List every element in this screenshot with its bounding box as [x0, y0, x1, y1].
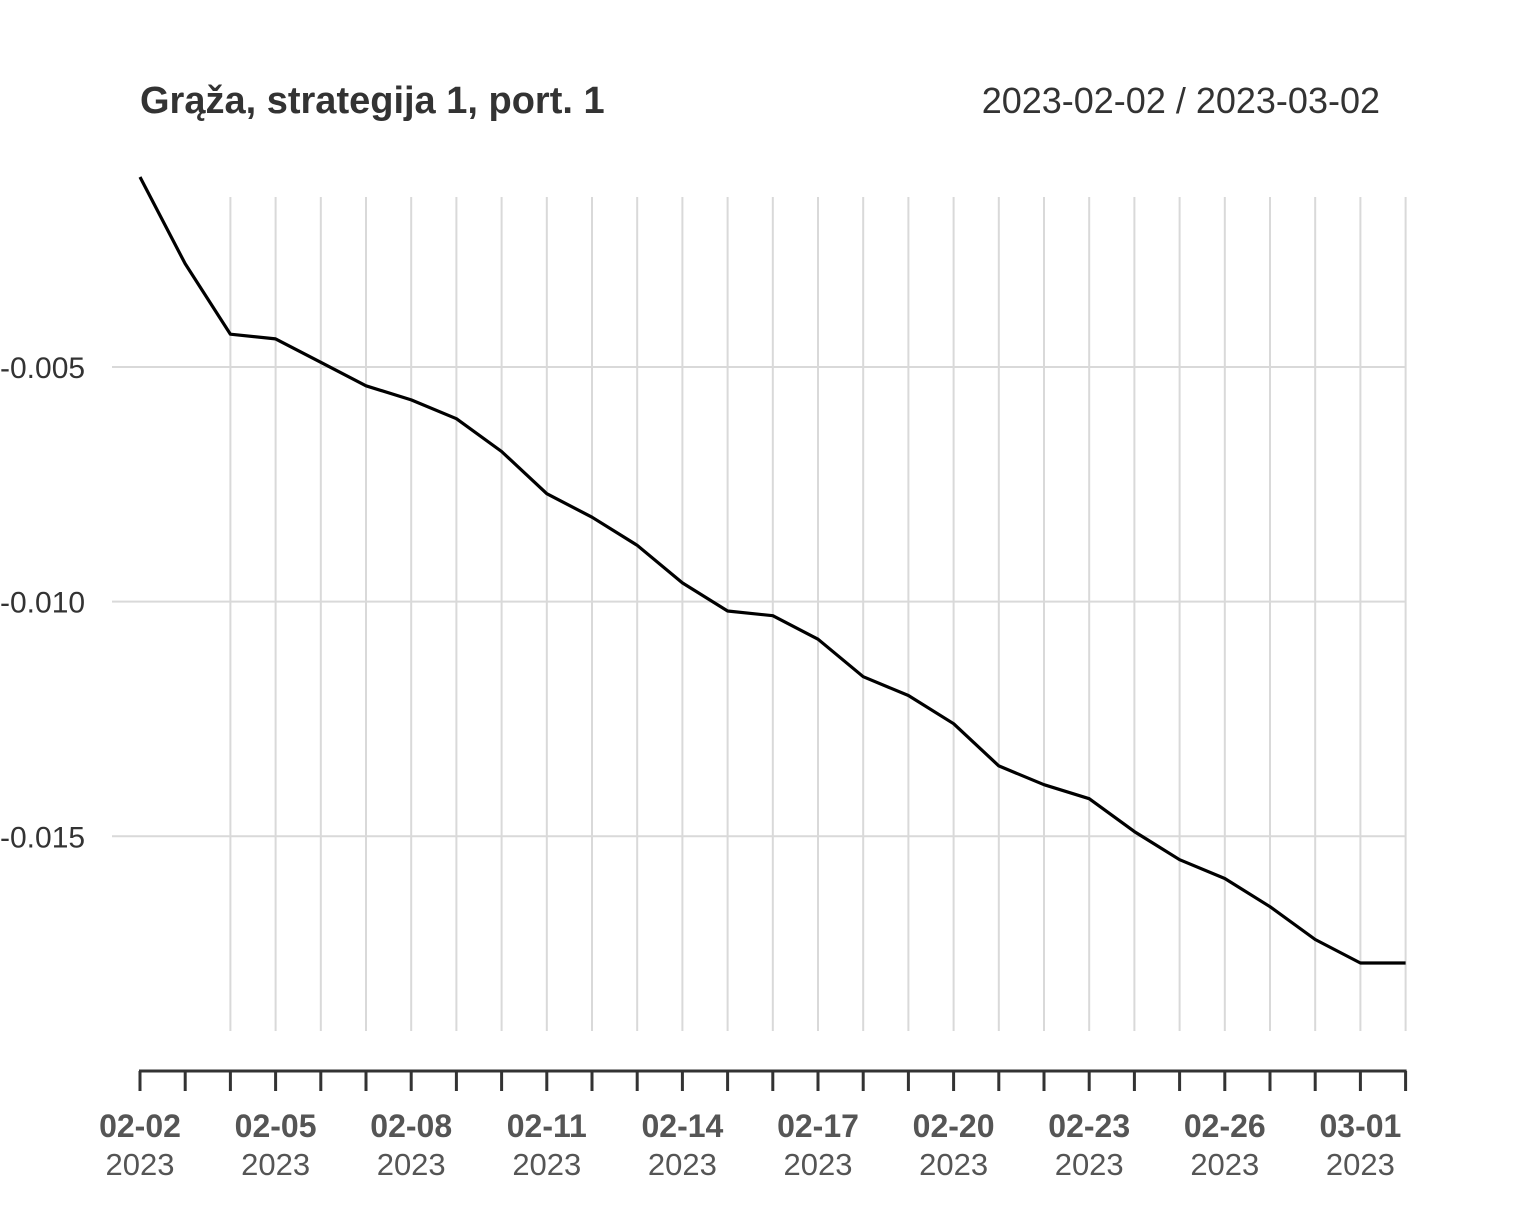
y-tick-label: -0.005: [0, 352, 85, 385]
y-axis-labels: -0.005 -0.010 -0.015: [0, 352, 85, 854]
x-tick-label-year: 2023: [1190, 1147, 1259, 1182]
x-axis-labels: 02-02202302-05202302-08202302-11202302-1…: [99, 1108, 1401, 1182]
x-tick-label-date: 02-11: [507, 1108, 587, 1144]
vertical-gridlines: [229, 197, 1407, 1031]
x-tick-label-year: 2023: [1326, 1147, 1395, 1182]
horizontal-gridlines: [112, 366, 1406, 838]
x-tick-label-date: 02-17: [777, 1108, 859, 1144]
date-range-label: 2023-02-02 / 2023-03-02: [981, 80, 1380, 121]
y-tick-label: -0.010: [0, 587, 85, 620]
x-tick-label-year: 2023: [648, 1147, 717, 1182]
x-tick-label-year: 2023: [1055, 1147, 1124, 1182]
x-tick-label-date: 02-14: [641, 1108, 723, 1144]
x-tick-label-date: 02-26: [1184, 1108, 1266, 1144]
x-tick-label-year: 2023: [241, 1147, 310, 1182]
x-axis-ticks: [138, 1071, 1408, 1091]
x-tick-label-date: 02-02: [99, 1108, 181, 1144]
x-tick-label-date: 02-20: [913, 1108, 995, 1144]
x-tick-label-year: 2023: [377, 1147, 446, 1182]
x-tick-label-year: 2023: [106, 1147, 175, 1182]
x-tick-label-year: 2023: [919, 1147, 988, 1182]
chart-title: Grąža, strategija 1, port. 1: [140, 80, 605, 122]
y-tick-label: -0.015: [0, 821, 85, 854]
x-tick-label-year: 2023: [512, 1147, 581, 1182]
x-tick-label-year: 2023: [784, 1147, 853, 1182]
x-tick-label-date: 02-08: [370, 1108, 452, 1144]
x-tick-label-date: 02-05: [235, 1108, 317, 1144]
x-tick-label-date: 02-23: [1048, 1108, 1130, 1144]
x-tick-label-date: 03-01: [1319, 1108, 1401, 1144]
series-line: [138, 176, 1406, 965]
